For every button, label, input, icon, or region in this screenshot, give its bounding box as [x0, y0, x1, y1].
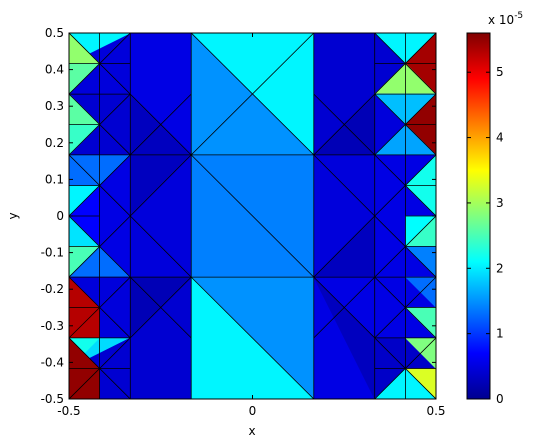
mesh-edge: [374, 276, 436, 339]
mesh-edge: [69, 93, 131, 156]
x-tick-label: 0: [249, 404, 257, 418]
mesh-edge: [190, 154, 315, 278]
mesh-lines: [69, 33, 436, 399]
y-tick-label: 0.5: [45, 26, 64, 40]
mesh-edge: [130, 154, 192, 217]
x-tick-label: -0.5: [57, 404, 80, 418]
mesh-edge: [69, 215, 131, 278]
y-tick-label: 0.1: [45, 172, 64, 186]
y-tick-label: -0.4: [41, 355, 64, 369]
mesh-edge: [374, 93, 436, 156]
colorbar-tick-label: 5: [496, 65, 504, 79]
mesh-edge: [313, 154, 375, 217]
y-tick-label: -0.3: [41, 319, 64, 333]
colorbar-axis: 0 1 2 3 4 5: [467, 65, 504, 406]
axes: -0.5 0 0.5 0.5 0.4 0.3 0.2 0.1 0 -0.1 -0.2 -0.3 -0.4…: [41, 26, 446, 418]
colorbar-tick-label: 1: [496, 327, 504, 341]
mesh-edge: [374, 33, 436, 95]
y-axis-label: y: [6, 212, 20, 219]
y-tick-label: 0.2: [45, 136, 64, 150]
mesh-edge: [313, 276, 375, 339]
mesh-edge: [130, 93, 192, 156]
colorbar-tick-label: 3: [496, 196, 504, 210]
mesh-edge: [69, 337, 131, 399]
colorbar-exponent-label: x 10-5: [488, 11, 523, 27]
mesh-edge: [374, 337, 436, 399]
colorbar-exponent-base: x 10: [488, 13, 514, 27]
mesh-edge: [374, 215, 436, 278]
mesh-edge: [130, 276, 192, 339]
colorbar-tick-label: 2: [496, 261, 504, 275]
x-axis-label: x: [248, 424, 255, 438]
mesh-edge: [69, 33, 131, 95]
y-tick-label: -0.1: [41, 246, 64, 260]
y-tick-label: 0.3: [45, 99, 64, 113]
y-tick-label: 0.4: [45, 63, 64, 77]
y-tick-label: -0.5: [41, 392, 64, 406]
mesh-edge: [69, 276, 131, 339]
mesh-edge: [374, 154, 436, 217]
mesh-edge: [190, 276, 315, 399]
mesh-edge: [313, 215, 375, 278]
mesh-edge: [69, 154, 131, 217]
y-tick-label: 0: [56, 209, 64, 223]
mesh-edge: [130, 215, 192, 278]
mesh-edge: [313, 93, 375, 156]
colorbar-tick-label: 4: [496, 131, 504, 145]
colorbar: [466, 32, 491, 400]
y-tick-label: -0.2: [41, 282, 64, 296]
mesh-edge: [190, 33, 315, 156]
x-tick-label: 0.5: [426, 404, 445, 418]
colorbar-exponent-power: -5: [514, 11, 523, 21]
colorbar-tick-label: 0: [496, 392, 504, 406]
